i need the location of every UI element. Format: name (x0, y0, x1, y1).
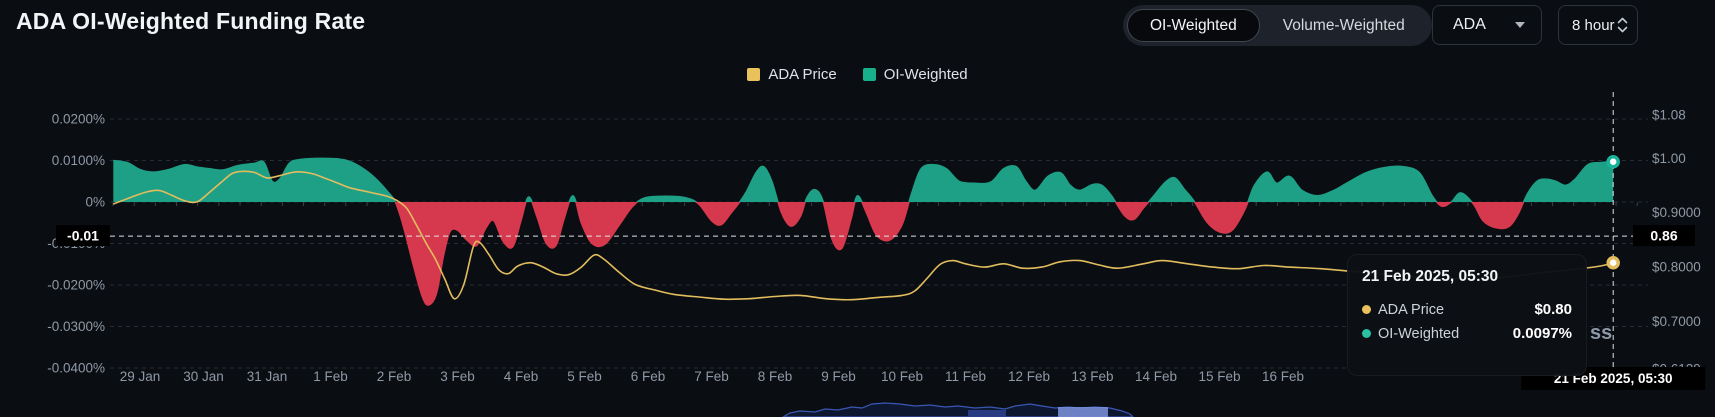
x-axis-tick: 29 Jan (120, 369, 161, 384)
crosshair-right-label-box (1633, 225, 1695, 247)
y-axis-tick-left: 0% (85, 195, 105, 210)
toggle-volume-weighted[interactable]: Volume-Weighted (1282, 16, 1405, 34)
x-axis-tick: 31 Jan (247, 369, 288, 384)
y-axis-tick-right: $0.8000 (1652, 260, 1701, 275)
y-axis-tick-left: -0.0300% (47, 319, 105, 334)
legend-item-oi-weighted[interactable]: OI-Weighted (862, 66, 968, 83)
x-axis-tick: 7 Feb (694, 369, 729, 384)
x-axis-tick: 5 Feb (567, 369, 602, 384)
chart-tooltip: 21 Feb 2025, 05:30 ADA Price $0.80 OI-We… (1347, 254, 1587, 376)
funding-endpoint-dot (1606, 154, 1620, 169)
tooltip-date: 21 Feb 2025, 05:30 (1362, 268, 1499, 285)
legend-label-oi-weighted: OI-Weighted (883, 66, 968, 83)
y-axis-tick-right: $1.00 (1652, 151, 1686, 166)
funding-line-negative (394, 202, 1525, 306)
legend-label-ada-price: ADA Price (768, 66, 837, 83)
x-axis-tick: 15 Feb (1198, 369, 1240, 384)
x-axis-tick: 16 Feb (1262, 369, 1304, 384)
tooltip-value-oi-weighted: 0.0097% (1512, 325, 1572, 342)
coin-select[interactable]: ADA (1432, 5, 1542, 45)
price-line (113, 170, 1614, 301)
chart-legend: ADA Price OI-Weighted (0, 66, 1715, 83)
updown-stepper-icon (1617, 16, 1628, 34)
x-axis-tick: 6 Feb (631, 369, 666, 384)
tooltip-row-oi-weighted: OI-Weighted 0.0097% (1362, 325, 1572, 342)
tooltip-label-ada-price: ADA Price (1378, 301, 1445, 318)
minimap-block (1058, 407, 1108, 417)
y-axis-tick-left: -0.0400% (47, 361, 105, 376)
tooltip-dot-oi-weighted (1362, 329, 1371, 338)
tooltip-row-ada-price: ADA Price $0.80 (1362, 301, 1572, 318)
legend-swatch-ada-price (747, 68, 761, 81)
x-axis-tick: 14 Feb (1135, 369, 1177, 384)
x-axis-tick: 10 Feb (881, 369, 923, 384)
y-axis-tick-right: $0.9000 (1652, 205, 1701, 220)
y-axis-tick-left: 0.0100% (52, 153, 105, 168)
crosshair-left-label-box (56, 225, 110, 247)
minimap-block (968, 410, 1006, 417)
funding-line-positive (113, 157, 1614, 202)
x-axis-tick: 4 Feb (504, 369, 539, 384)
interval-select-value: 8 hour (1572, 16, 1615, 34)
x-axis-tick: 2 Feb (377, 369, 412, 384)
legend-swatch-oi-weighted (862, 68, 876, 81)
legend-item-ada-price[interactable]: ADA Price (747, 66, 837, 83)
watermark: ss (1590, 322, 1613, 344)
x-axis-tick: 30 Jan (183, 369, 224, 384)
x-axis-tick: 13 Feb (1071, 369, 1113, 384)
tooltip-value-ada-price: $0.80 (1534, 301, 1572, 318)
chevron-down-icon (1515, 22, 1525, 28)
crosshair-date-label: 21 Feb 2025, 05:30 (1554, 371, 1673, 386)
x-axis-tick: 12 Feb (1008, 369, 1050, 384)
tooltip-label-oi-weighted: OI-Weighted (1378, 325, 1460, 342)
x-axis-tick: 11 Feb (945, 369, 986, 384)
toggle-oi-weighted[interactable]: OI-Weighted (1127, 9, 1260, 42)
interval-select[interactable]: 8 hour (1558, 5, 1638, 45)
coin-select-value: ADA (1453, 16, 1486, 33)
funding-area-negative (113, 202, 1614, 306)
page-title: ADA OI-Weighted Funding Rate (16, 8, 366, 34)
y-axis-tick-left: 0.0200% (52, 112, 105, 127)
x-axis-tick: 3 Feb (440, 369, 475, 384)
y-axis-tick-right: $0.7000 (1652, 314, 1701, 329)
y-axis-tick-right: $1.08 (1652, 107, 1686, 122)
x-axis-tick: 9 Feb (821, 369, 856, 384)
x-axis-tick: 8 Feb (758, 369, 793, 384)
mode-toggle: OI-Weighted Volume-Weighted (1123, 5, 1432, 46)
price-endpoint-dot (1606, 255, 1620, 270)
y-axis-tick-left: -0.0200% (47, 278, 105, 293)
x-axis-tick: 1 Feb (313, 369, 348, 384)
tooltip-dot-ada-price (1362, 305, 1371, 314)
crosshair-left-label: -0.01 (67, 228, 99, 244)
crosshair-right-label: 0.86 (1650, 228, 1677, 244)
